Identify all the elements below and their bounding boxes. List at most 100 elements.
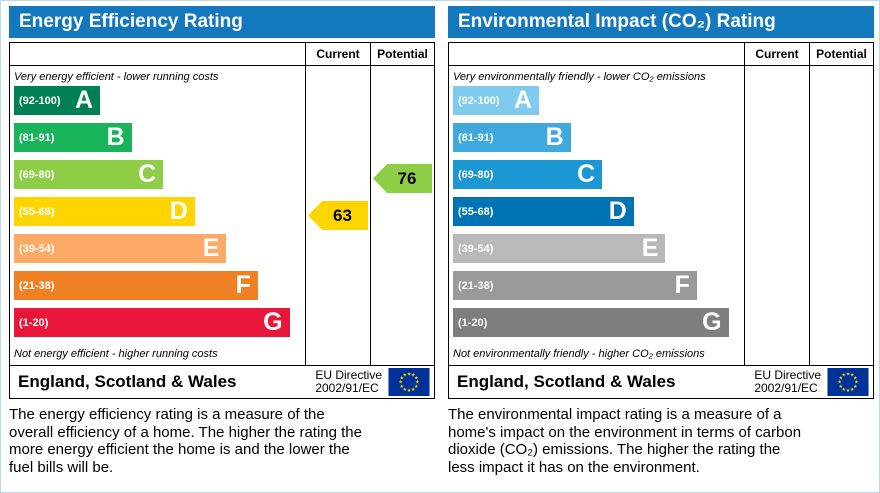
top-note: Very environmentally friendly - lower CO… [453, 71, 706, 83]
band-bar-g: (1-20) G [453, 308, 729, 337]
svg-text:★: ★ [411, 387, 416, 393]
band-letter-label: A [75, 86, 94, 114]
energy-panel-header: Energy Efficiency Rating [9, 6, 435, 38]
region-label: England, Scotland & Wales [457, 372, 676, 391]
svg-text:★: ★ [850, 387, 855, 393]
eu-flag-icon: ★ ★ ★★ ★★ ★★ ★★ ★★ [827, 368, 869, 396]
band-range-label: (1-20) [19, 316, 49, 329]
environmental-panel-header: Environmental Impact (CO₂) Rating [448, 6, 874, 38]
environmental-impact-panel: Environmental Impact (CO₂) Rating Curren… [448, 6, 874, 492]
band-range-label: (21-38) [458, 279, 494, 292]
environmental-bands: (92-100) A (81-91) B (69-80) C (55-68) D (39-54)… [453, 86, 740, 345]
band-row-d: (55-68) D [14, 197, 301, 234]
energy-potential-column: 76 [370, 66, 434, 365]
svg-text:★: ★ [414, 375, 419, 381]
environmental-current-column [744, 66, 809, 365]
potential-column-header: Potential [809, 43, 873, 66]
energy-efficiency-panel: Energy Efficiency Rating Current Potenti… [9, 6, 435, 492]
band-range-label: (39-54) [19, 242, 55, 255]
svg-text:★: ★ [854, 380, 859, 386]
svg-text:★: ★ [407, 388, 412, 394]
band-row-e: (39-54) E [453, 234, 740, 271]
band-letter-label: C [138, 160, 157, 188]
environmental-description: The environmental impact rating is a mea… [448, 406, 802, 476]
band-letter-label: E [641, 234, 659, 262]
eu-directive-label: EU Directive 2002/91/EC [754, 369, 827, 395]
eu-directive-line2: 2002/91/EC [315, 381, 379, 395]
environmental-rating-table: Current Potential Very environmentally f… [448, 42, 874, 399]
environmental-panel-title: Environmental Impact (CO₂) Rating [458, 11, 776, 32]
band-range-label: (81-91) [19, 131, 55, 144]
environmental-table-footer: England, Scotland & Wales EU Directive 2… [449, 365, 873, 398]
band-bar-f: (21-38) F [453, 271, 697, 300]
eu-directive-label: EU Directive 2002/91/EC [315, 369, 388, 395]
band-letter-label: F [235, 271, 251, 299]
band-bar-f: (21-38) F [14, 271, 258, 300]
svg-text:★: ★ [403, 372, 408, 378]
band-range-label: (55-68) [458, 205, 494, 218]
band-bar-g: (1-20) G [14, 308, 290, 337]
region-label: England, Scotland & Wales [18, 372, 237, 391]
band-range-label: (92-100) [458, 94, 500, 107]
energy-band-chart: Very energy efficient - lower running co… [10, 66, 305, 365]
band-range-label: (92-100) [19, 94, 61, 107]
band-row-e: (39-54) E [14, 234, 301, 271]
energy-current-column: 63 [305, 66, 370, 365]
band-letter-label: G [702, 308, 722, 336]
band-bar-c: (69-80) C [453, 160, 603, 189]
band-row-f: (21-38) F [453, 271, 740, 308]
band-row-a: (92-100) A [14, 86, 301, 123]
band-range-label: (81-91) [458, 131, 494, 144]
svg-text:★: ★ [399, 384, 404, 390]
band-row-c: (69-80) C [453, 160, 740, 197]
energy-table-footer: England, Scotland & Wales EU Directive 2… [10, 365, 434, 398]
band-letter-label: F [674, 271, 690, 299]
environmental-band-chart: Very environmentally friendly - lower CO… [449, 66, 744, 365]
band-range-label: (1-20) [458, 316, 488, 329]
band-range-label: (69-80) [19, 168, 55, 181]
svg-text:★: ★ [403, 387, 408, 393]
potential-rating-marker: 76 [373, 164, 432, 193]
band-letter-label: E [202, 234, 220, 262]
svg-text:★: ★ [399, 375, 404, 381]
band-row-a: (92-100) A [453, 86, 740, 123]
band-letter-label: G [263, 308, 283, 336]
svg-text:★: ★ [842, 387, 847, 393]
svg-text:★: ★ [853, 384, 858, 390]
svg-text:★: ★ [398, 380, 403, 386]
eu-directive-line2: 2002/91/EC [754, 381, 818, 395]
band-row-d: (55-68) D [453, 197, 740, 234]
band-bar-b: (81-91) B [14, 123, 132, 152]
band-letter-label: C [577, 160, 596, 188]
band-letter-label: D [608, 197, 627, 225]
band-bar-a: (92-100) A [453, 86, 540, 115]
eu-directive-line1: EU Directive [754, 368, 821, 382]
band-range-label: (39-54) [458, 242, 494, 255]
current-column-header: Current [744, 43, 809, 66]
band-bar-e: (39-54) E [14, 234, 227, 263]
svg-text:★: ★ [414, 384, 419, 390]
current-rating-marker: 63 [308, 201, 368, 230]
energy-rating-table: Current Potential Very energy efficient … [9, 42, 435, 399]
band-bar-b: (81-91) B [453, 123, 571, 152]
band-row-g: (1-20) G [14, 308, 301, 345]
top-note: Very energy efficient - lower running co… [14, 71, 219, 83]
current-column-header: Current [305, 43, 370, 66]
svg-text:★: ★ [411, 372, 416, 378]
svg-text:★: ★ [846, 388, 851, 394]
table-corner-cell [449, 43, 744, 66]
energy-description: The energy efficiency rating is a measur… [9, 406, 362, 476]
energy-panel-title: Energy Efficiency Rating [19, 11, 243, 32]
svg-text:★: ★ [837, 380, 842, 386]
band-bar-c: (69-80) C [14, 160, 164, 189]
band-bar-d: (55-68) D [453, 197, 634, 226]
band-row-b: (81-91) B [453, 123, 740, 160]
svg-text:★: ★ [415, 380, 420, 386]
bottom-note: Not environmentally friendly - higher CO… [453, 348, 705, 360]
band-row-g: (1-20) G [453, 308, 740, 345]
environmental-potential-column [809, 66, 873, 365]
band-row-c: (69-80) C [14, 160, 301, 197]
svg-text:★: ★ [838, 384, 843, 390]
band-letter-label: B [545, 123, 564, 151]
